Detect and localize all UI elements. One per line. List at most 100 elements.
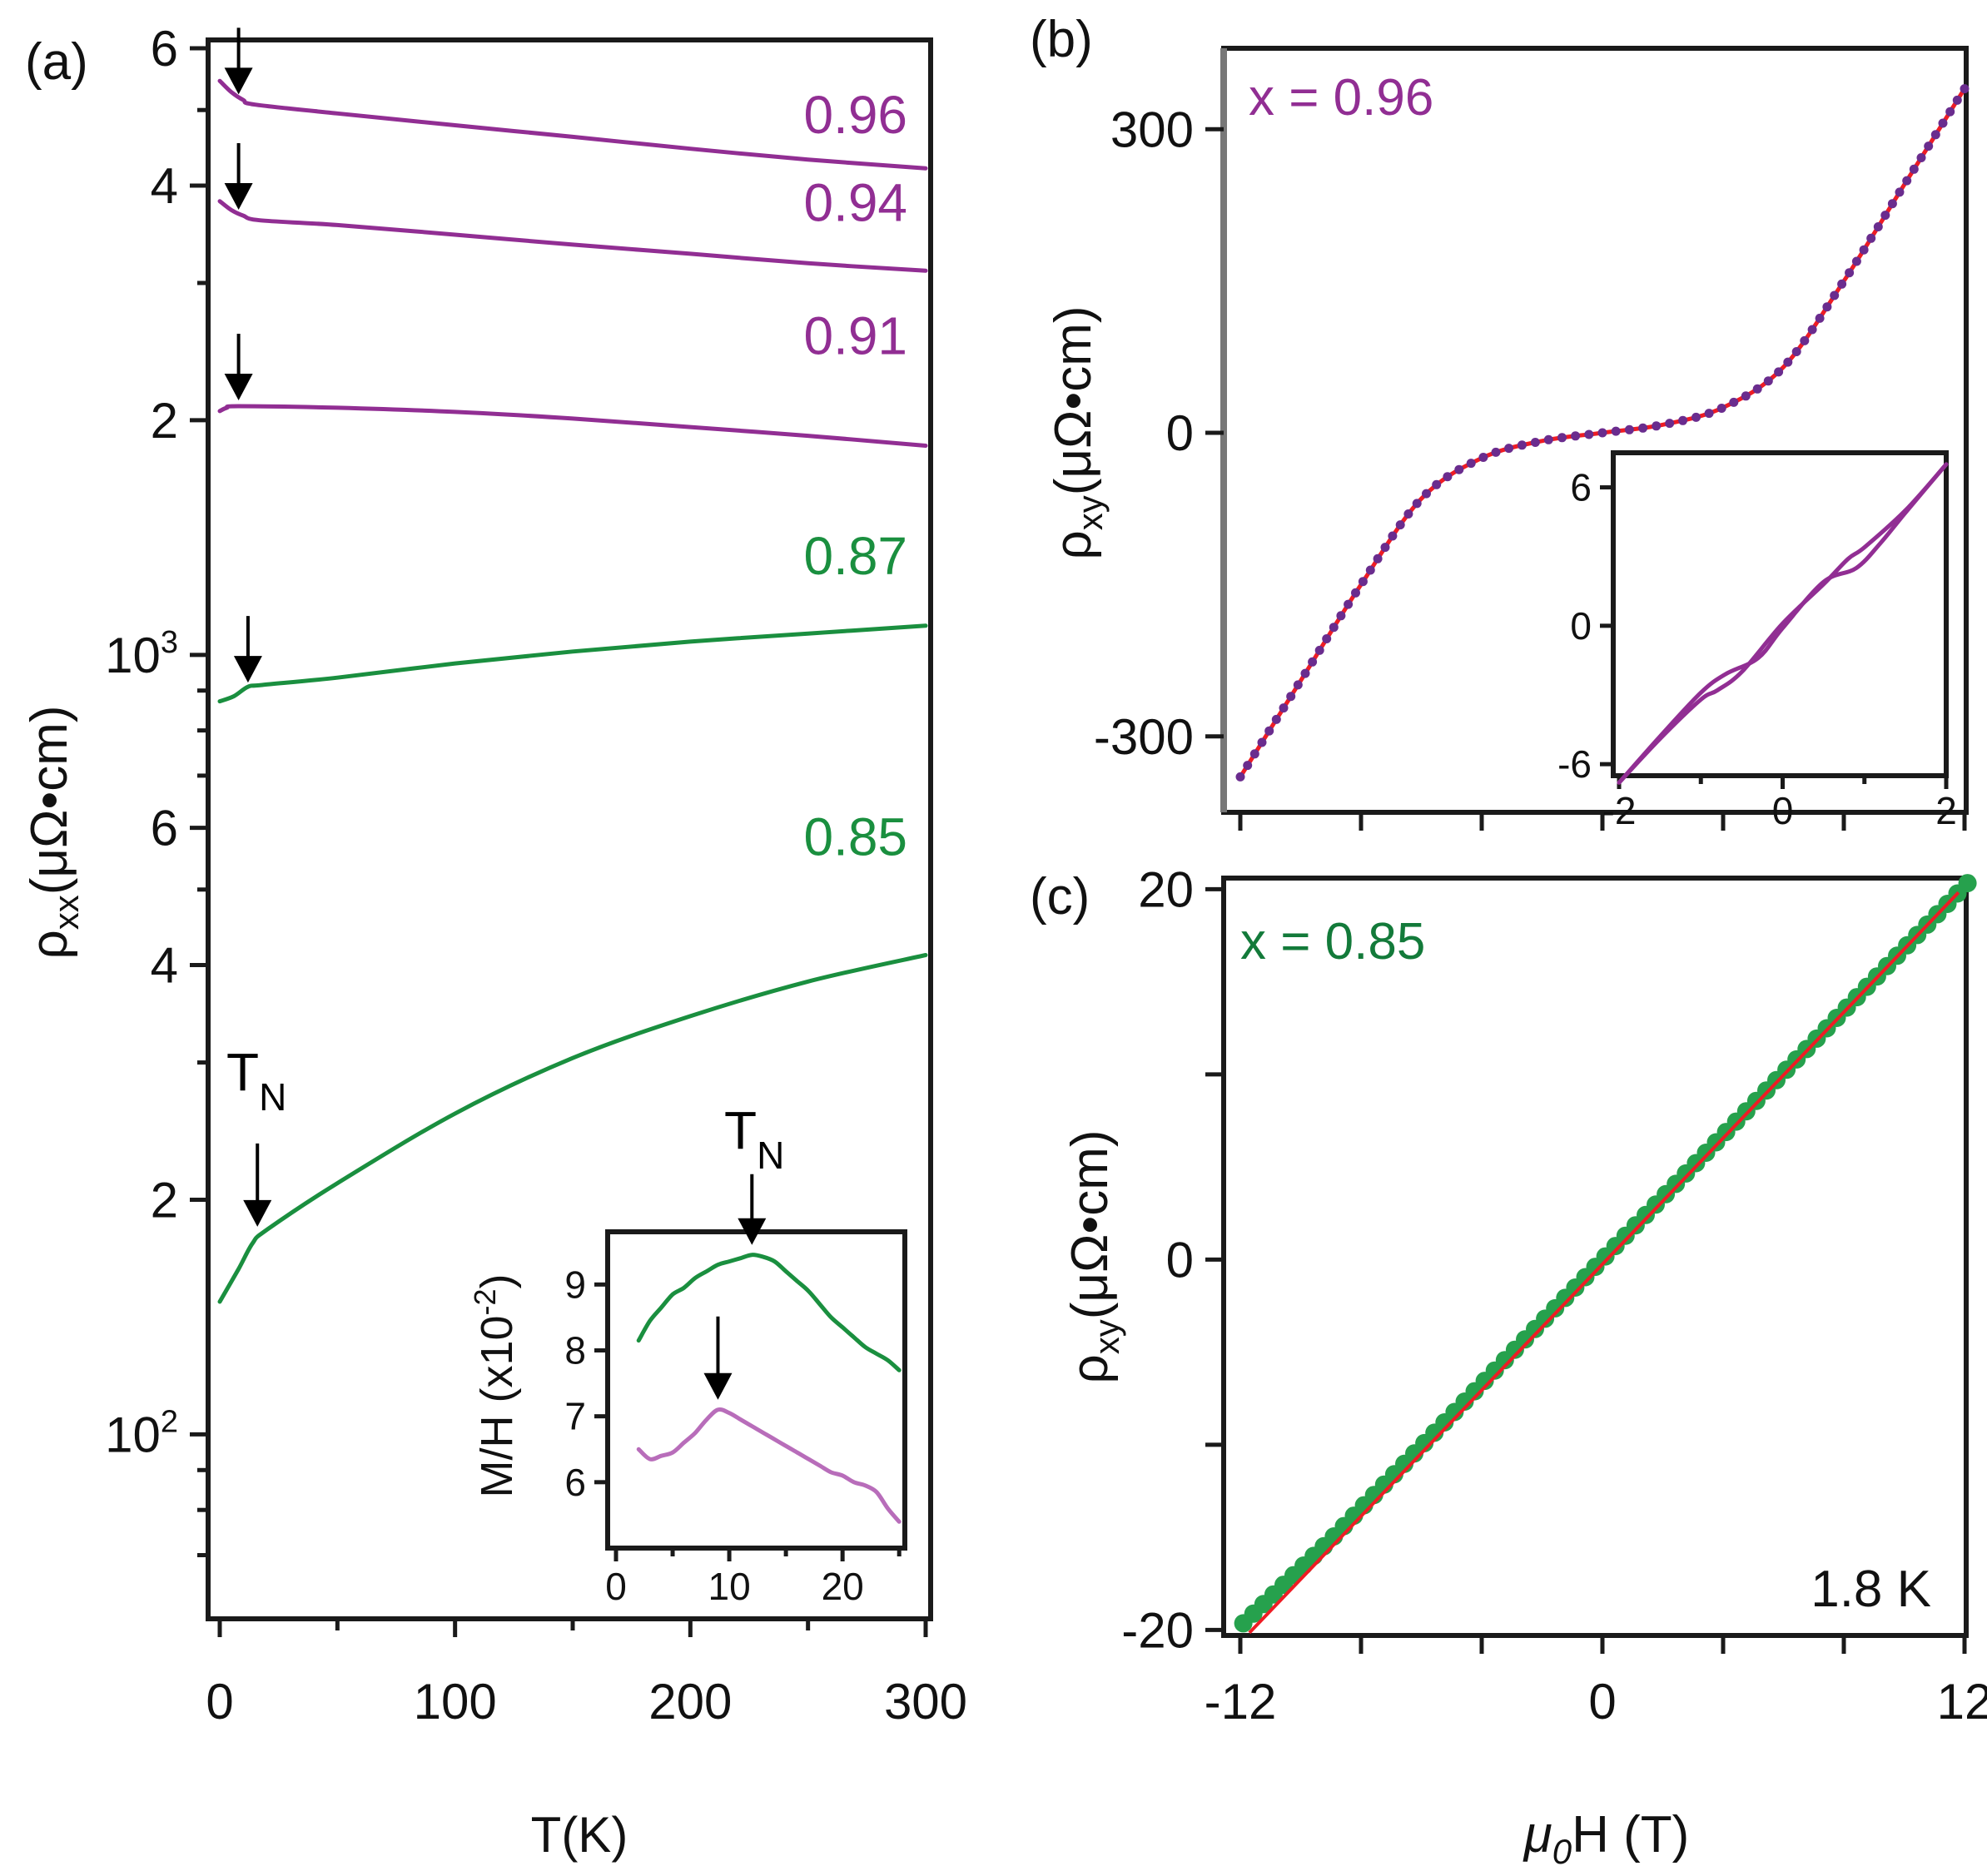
b-data-point <box>1652 421 1662 431</box>
b-data-point <box>1466 459 1476 469</box>
a-y-tick-label-3: 103 <box>105 625 178 683</box>
panel-c-label: (c) <box>1030 868 1090 926</box>
a-arrow-0.87-head <box>233 656 262 683</box>
inset-tn-n: N <box>757 1134 784 1177</box>
b-data-point <box>1422 489 1431 499</box>
b-data-point <box>1293 680 1303 690</box>
panel-a-series-labels: 0.96 0.94 0.91 0.87 0.85 <box>803 85 907 866</box>
a-x-tick-label-1: 100 <box>414 1674 497 1730</box>
b-data-point <box>1478 453 1488 462</box>
b-data-point <box>1271 714 1281 724</box>
ylabel-sub-xx: xx <box>47 895 86 930</box>
a-y-tick-label-5: 4 <box>151 938 178 994</box>
c-ylabel-sub: xy <box>1087 1319 1126 1354</box>
a-series-label-0.91: 0.91 <box>803 306 907 366</box>
b-y-tick-label-1: 0 <box>1166 405 1194 461</box>
a-series-label-0.94: 0.94 <box>803 172 907 232</box>
ia-arrow-0.85 <box>738 1174 767 1245</box>
tn-label-t: T <box>226 1042 259 1102</box>
b-data-point <box>1960 84 1970 94</box>
c-fit-line <box>1248 891 1960 1635</box>
a-y-tick-label-0: 6 <box>151 21 178 77</box>
inset-a-series <box>636 1174 902 1524</box>
b-data-point <box>1257 737 1267 747</box>
b-data-point <box>1571 431 1581 441</box>
a-y-tick-exp-7: 2 <box>161 1404 178 1439</box>
b-data-point <box>1314 645 1324 655</box>
ib-y-tick-label-2: 6 <box>1570 466 1592 509</box>
a-arrow-0.91-head <box>224 374 253 401</box>
a-series-label-0.96: 0.96 <box>803 85 907 145</box>
b-data-point <box>1329 623 1339 633</box>
b-ylabel-unit: (μΩ•cm) <box>1045 306 1102 496</box>
a-y-tick-exp-3: 3 <box>161 625 178 660</box>
b-data-point <box>1308 657 1318 667</box>
ylabel-rho: ρ <box>21 930 78 959</box>
inset-a-axes: 6 7 8 9 0 10 20 <box>564 1263 902 1608</box>
panel-b: (b) -300 0 300 ρxy(μΩ•cm) x = 0.96 -6 0 6 -2 0… <box>1030 11 1970 832</box>
b-data-point <box>1783 357 1793 367</box>
svg-text:ρxy(μΩ•cm): ρxy(μΩ•cm) <box>1061 1130 1126 1384</box>
b-data-point <box>1822 302 1832 312</box>
b-data-point <box>1638 423 1648 433</box>
a-series-label-0.85: 0.85 <box>803 807 907 867</box>
b-data-point <box>1443 472 1453 482</box>
svg-text:M/H (x10-2): M/H (x10-2) <box>468 1273 522 1497</box>
b-data-point <box>1388 531 1398 541</box>
inset-a-ylabel: M/H (x10-2) <box>468 1273 522 1497</box>
b-data-point <box>1866 233 1876 243</box>
b-data-point <box>1774 367 1784 377</box>
a-series-0.85 <box>217 953 928 1304</box>
b-data-point <box>1952 95 1962 105</box>
c-xlabel-sub: 0 <box>1552 1832 1572 1871</box>
panel-c-frame <box>1221 876 1969 1638</box>
b-data-point <box>1373 553 1383 563</box>
a-y-tick-base-7: 10 <box>105 1407 161 1462</box>
ia-y-tick-label-2: 8 <box>564 1329 586 1372</box>
ylabel-unit: (μΩ•cm) <box>21 706 78 896</box>
a-arrow-0.94 <box>224 142 253 210</box>
b-data-point <box>1938 118 1948 128</box>
a-x-tick-label-2: 200 <box>648 1674 732 1730</box>
b-data-point <box>1403 509 1413 519</box>
svg-text:ρxy(μΩ•cm): ρxy(μΩ•cm) <box>1045 306 1110 560</box>
panel-a-label: (a) <box>25 33 88 91</box>
b-data-point <box>1945 107 1955 117</box>
b-data-point <box>1678 415 1688 425</box>
b-data-point <box>1344 599 1354 609</box>
ia-y-tick-label-1: 7 <box>564 1395 586 1438</box>
a-y-tick-label-4: 6 <box>151 801 178 856</box>
c-ylabel-rho: ρ <box>1061 1354 1119 1383</box>
b-data-point <box>1837 279 1847 289</box>
b-data-point <box>1859 245 1869 255</box>
b-data-point <box>1235 772 1245 782</box>
ia-x-tick-label-2: 20 <box>822 1565 864 1608</box>
b-data-point <box>1752 384 1762 394</box>
ib-branch-down <box>1617 462 1949 785</box>
a-x-tick-label-0: 0 <box>206 1674 233 1730</box>
b-data-point <box>1264 726 1274 736</box>
b-data-point <box>1729 397 1739 407</box>
ib-branch-up <box>1617 462 1949 785</box>
b-ylabel-rho: ρ <box>1045 530 1102 559</box>
ia-series-0.96 <box>636 1407 902 1524</box>
a-y-tick-label-1: 4 <box>151 158 178 214</box>
c-xlabel-mu: μ <box>1523 1806 1552 1864</box>
b-y-tick-label-2: 300 <box>1110 102 1194 157</box>
b-data-point <box>1845 268 1855 278</box>
b-data-point <box>1300 668 1310 678</box>
a-arrow-0.96 <box>224 27 253 95</box>
b-data-point <box>1358 577 1368 587</box>
b-data-point <box>1286 692 1296 702</box>
a-arrow-0.91 <box>224 334 253 401</box>
panel-b-inset: -6 0 6 -2 0 2 <box>1557 450 1957 832</box>
ia-arrow-0.96 <box>703 1316 733 1400</box>
b-data-point <box>1243 761 1253 771</box>
b-data-point <box>1930 130 1940 140</box>
inset-a-ylabel-exp: -2 <box>468 1288 502 1315</box>
b-data-point <box>1351 588 1360 598</box>
b-data-point <box>1830 290 1840 300</box>
b-data-point <box>1807 325 1817 335</box>
inset-tn-t: T <box>724 1100 757 1160</box>
